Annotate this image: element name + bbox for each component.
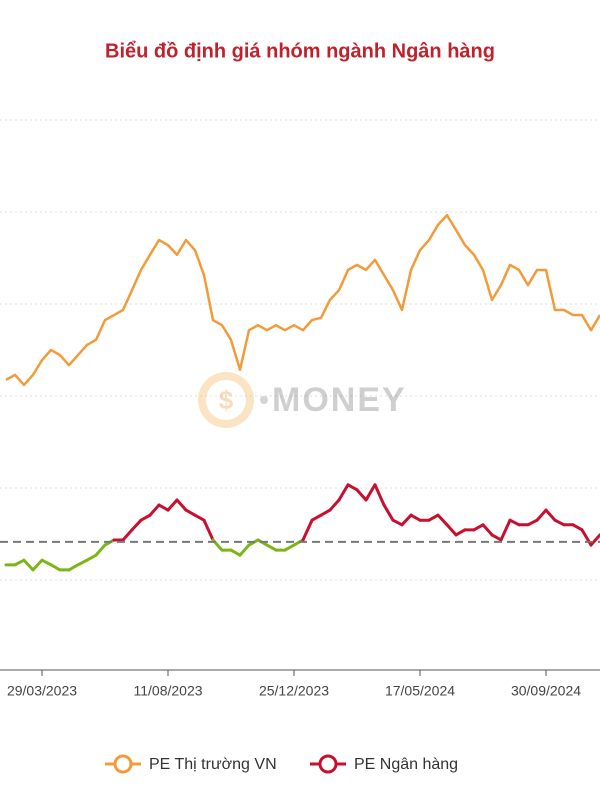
x-tick-label: 11/08/2023 [133,683,202,699]
watermark-icon [198,372,254,428]
bank-pe-line [391,518,404,527]
bank-pe-line [346,483,359,492]
bank-pe-line [310,513,323,522]
bank-pe-line [436,513,449,527]
bank-pe-line [94,543,107,557]
bank-pe-line [67,563,80,572]
legend-marker [113,754,133,774]
bank-pe-line [301,518,314,542]
watermark-icon [206,380,246,420]
bank-pe-line [544,508,557,522]
bank-pe-line [319,508,332,517]
bank-pe-line [193,513,206,522]
bank-pe-line [31,558,44,572]
legend-marker [318,754,338,774]
bank-pe-line [571,523,584,532]
bank-pe-line [409,513,422,522]
bank-pe-line [85,553,98,562]
watermark: $ MONEY [198,372,407,428]
bank-pe-line [589,533,600,547]
bank-pe-line [40,558,53,567]
bank-pe-line [130,518,143,532]
bank-pe-line [139,513,152,522]
bank-pe-line [382,503,395,522]
bank-pe-line [49,563,62,572]
bank-pe-line [328,498,341,512]
bank-pe-line [157,503,170,512]
bank-pe-line [445,523,458,537]
x-tick-label: 17/05/2024 [385,683,455,699]
bank-pe-line [481,523,494,537]
bank-pe-line [229,548,242,557]
bank-pe-line [337,483,350,502]
bank-pe-line [400,513,413,527]
bank-pe-line [238,543,251,557]
bank-pe-line [553,518,566,527]
bank-pe-line [499,518,512,542]
x-tick-label: 29/03/2023 [7,683,77,699]
watermark-dot [260,396,268,404]
bank-pe-line [175,498,188,512]
bank-pe-line [490,533,503,542]
chart-title: Biểu đồ định giá nhóm ngành Ngân hàng [105,40,495,62]
bank-pe-line [76,558,89,567]
bank-pe-line [166,498,179,512]
bank-pe-line [184,508,197,517]
bank-pe-line [265,543,278,552]
bank-pe-line [202,518,215,542]
bank-pe-line [121,528,134,542]
market-pe-line [5,213,600,387]
bank-pe-line [355,488,368,502]
watermark-text: MONEY [272,381,407,419]
bank-pe-line [508,518,521,527]
bank-pe-line [472,523,485,532]
x-tick-label: 25/12/2023 [259,683,329,699]
bank-pe-line [427,513,440,522]
bank-pe-line [454,528,467,537]
x-tick-label: 30/09/2024 [511,683,581,699]
bank-pe-line [364,483,377,502]
bank-pe-line [283,543,296,552]
watermark-icon: $ [219,385,234,415]
bank-pe-line [535,508,548,522]
legend-label: PE Ngân hàng [354,756,458,773]
legend-label: PE Thị trường VN [149,756,277,773]
bank-pe-line [22,558,35,572]
bank-pe-line [526,518,539,527]
bank-pe-line [148,503,161,517]
bank-pe-line [373,483,386,507]
bank-pe-line [13,558,26,567]
